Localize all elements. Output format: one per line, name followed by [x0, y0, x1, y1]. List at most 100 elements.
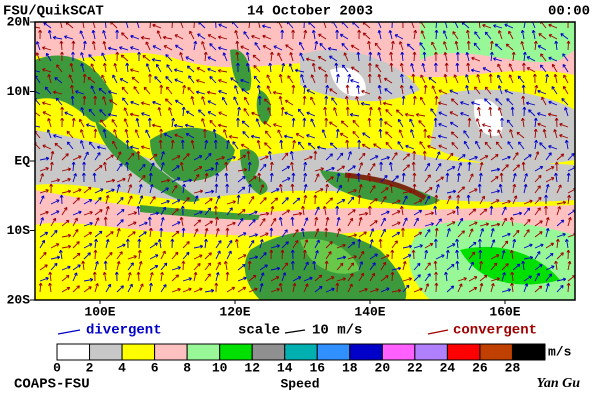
- lat-label: EQ: [14, 153, 30, 168]
- wind-arrow: [413, 274, 421, 282]
- wind-arrow: [329, 121, 338, 128]
- wind-arrow: [331, 22, 338, 29]
- lon-label: 160E: [489, 304, 520, 319]
- wind-arrow: [300, 74, 305, 84]
- wind-arrow: [504, 23, 514, 29]
- wind-arrow: [98, 87, 107, 95]
- wind-arrow: [434, 95, 439, 106]
- wind-arrow: [244, 96, 250, 106]
- wind-arrow: [325, 216, 330, 227]
- wind-arrow: [280, 29, 285, 40]
- wind-arrow: [281, 62, 286, 73]
- wind-arrow: [477, 238, 482, 249]
- wind-arrow: [545, 177, 555, 183]
- wind-arrow: [314, 40, 319, 51]
- wind-arrow: [465, 74, 470, 84]
- wind-arrow: [242, 131, 250, 139]
- wind-arrow: [554, 260, 558, 271]
- wind-arrow: [204, 252, 212, 260]
- wind-arrow: [397, 141, 404, 150]
- wind-arrow: [259, 155, 269, 161]
- wind-arrow: [303, 239, 309, 249]
- wind-arrow: [350, 78, 360, 84]
- wind-arrow: [215, 250, 221, 260]
- wind-arrow: [234, 238, 239, 249]
- wind-arrow: [290, 161, 294, 172]
- wind-arrow: [291, 117, 296, 128]
- wind-arrow: [299, 41, 305, 51]
- wind-arrow: [103, 260, 108, 271]
- wind-arrow: [347, 233, 358, 238]
- wind-arrow: [136, 205, 141, 216]
- wind-arrow: [468, 251, 476, 260]
- wind-arrow: [311, 62, 316, 73]
- wind-arrow: [385, 141, 393, 150]
- wind-arrow: [457, 186, 466, 194]
- wind-arrow: [127, 283, 133, 293]
- wind-arrow: [204, 227, 209, 238]
- wind-arrow: [193, 228, 199, 238]
- wind-arrow: [556, 277, 567, 282]
- wind-arrow: [247, 260, 252, 271]
- wind-arrow: [478, 172, 483, 183]
- legend-scale: scale: [238, 323, 280, 339]
- wind-arrow: [50, 150, 55, 161]
- wind-arrow: [182, 287, 192, 293]
- wind-arrow: [556, 219, 565, 227]
- wind-arrow: [166, 86, 173, 95]
- wind-arrow: [562, 85, 569, 95]
- wind-arrow: [213, 139, 218, 150]
- wind-arrow: [42, 68, 52, 73]
- wind-arrow: [228, 134, 239, 139]
- wind-arrow: [92, 271, 97, 282]
- wind-arrow: [512, 173, 517, 183]
- wind-arrow: [476, 106, 481, 117]
- wind-arrow: [314, 188, 324, 194]
- wind-arrow: [559, 134, 569, 139]
- wind-arrow: [435, 162, 442, 172]
- wind-arrow: [380, 287, 390, 293]
- wind-arrow: [424, 283, 430, 293]
- wind-arrow: [259, 184, 265, 194]
- wind-arrow: [400, 205, 404, 216]
- wind-arrow: [457, 217, 464, 227]
- wind-arrow: [70, 84, 74, 95]
- wind-arrow: [278, 282, 283, 293]
- wind-arrow: [145, 63, 151, 73]
- wind-arrow: [204, 220, 214, 227]
- wind-arrow: [303, 283, 309, 293]
- wind-arrow: [303, 261, 309, 271]
- wind-arrow: [91, 40, 96, 51]
- wind-arrow: [362, 132, 371, 139]
- wind-arrow: [495, 98, 503, 106]
- wind-arrow: [262, 45, 272, 51]
- wind-arrow: [336, 165, 345, 172]
- wind-arrow: [468, 221, 478, 227]
- wind-arrow: [80, 63, 85, 73]
- wind-arrow: [501, 155, 511, 161]
- wind-arrow: [134, 129, 140, 139]
- wind-arrow: [434, 227, 439, 238]
- wind-arrow: [468, 276, 478, 282]
- wind-arrow: [240, 143, 250, 150]
- wind-arrow: [470, 68, 481, 73]
- wind-arrow: [314, 250, 319, 260]
- wind-arrow: [250, 134, 261, 139]
- wind-arrow: [523, 183, 528, 194]
- wind-arrow: [537, 45, 547, 51]
- wind-arrow: [306, 134, 316, 139]
- wind-arrow: [102, 128, 107, 139]
- wind-arrow: [292, 197, 301, 205]
- wind-arrow: [497, 74, 503, 84]
- wind-arrow: [254, 42, 261, 51]
- wind-arrow: [438, 89, 448, 95]
- wind-arrow: [437, 134, 448, 139]
- wind-arrow: [147, 117, 152, 128]
- wind-arrow: [281, 272, 287, 282]
- wind-arrow: [438, 144, 448, 150]
- wind-arrow: [506, 119, 514, 128]
- wind-arrow: [380, 275, 389, 282]
- wind-arrow: [281, 229, 288, 238]
- wind-arrow: [567, 152, 575, 161]
- wind-arrow: [48, 282, 52, 293]
